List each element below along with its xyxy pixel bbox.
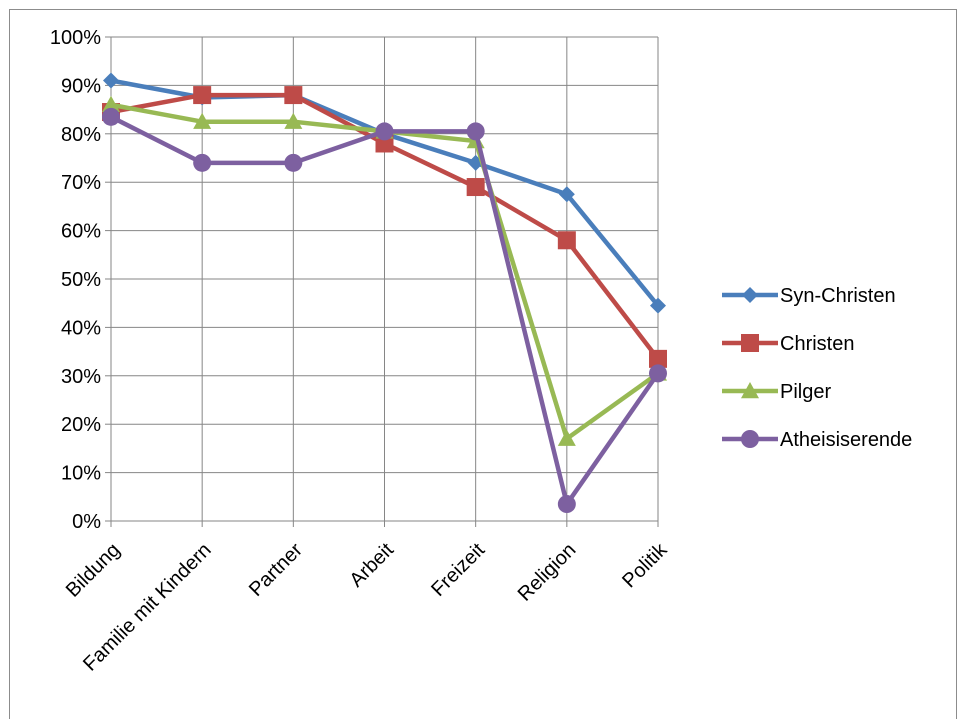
legend-marker xyxy=(741,382,759,399)
y-tick-label: 50% xyxy=(61,269,101,291)
legend-label: Atheisiserende xyxy=(780,429,912,451)
data-point xyxy=(284,112,303,129)
y-tick-label: 20% xyxy=(61,414,101,436)
grid-lines xyxy=(110,36,659,522)
x-tick-label: Arbeit xyxy=(346,539,399,592)
data-point xyxy=(193,153,212,172)
legend-marker xyxy=(741,430,759,448)
data-point xyxy=(557,231,576,250)
legend-marker xyxy=(741,334,759,352)
y-tick-label: 40% xyxy=(61,317,101,339)
data-point xyxy=(649,364,667,383)
legend: Syn-Christen Christen Pilger Atheisiserende xyxy=(722,285,912,451)
y-tick-label: 90% xyxy=(61,75,101,97)
data-point xyxy=(103,72,119,89)
y-tick-label: 60% xyxy=(61,221,101,243)
x-tick-label: Politik xyxy=(618,538,672,592)
data-point xyxy=(375,122,394,141)
series-lines xyxy=(102,72,667,514)
x-tick-label: Bildung xyxy=(62,539,125,602)
data-point xyxy=(102,107,120,126)
data-point xyxy=(284,153,303,172)
data-point xyxy=(193,112,212,129)
y-tick-label: 10% xyxy=(61,463,101,485)
y-tick-label: 70% xyxy=(61,172,101,194)
x-tick-label: Partner xyxy=(245,539,307,601)
y-tick-label: 80% xyxy=(61,124,101,146)
legend-label: Syn-Christen xyxy=(780,285,896,307)
x-tick-label: Religion xyxy=(514,539,581,606)
data-point xyxy=(466,122,485,141)
data-point xyxy=(558,186,575,203)
data-point xyxy=(466,178,485,197)
data-point xyxy=(650,297,666,314)
y-tick-label: 100% xyxy=(50,27,101,49)
y-tick-label: 30% xyxy=(61,366,101,388)
data-point xyxy=(193,86,212,105)
legend-label: Pilger xyxy=(780,381,831,403)
data-point xyxy=(557,495,576,514)
y-tick-label: 0% xyxy=(72,511,101,533)
y-axis-tick-labels: 0% 10% 20% 30% 40% 50% 60% 70% 80% 90% 100% xyxy=(50,27,101,533)
data-point xyxy=(649,349,667,368)
x-tick-label: Freizeit xyxy=(427,539,489,601)
legend-marker xyxy=(742,287,758,303)
data-point xyxy=(284,86,303,105)
data-point xyxy=(102,95,120,112)
axes xyxy=(105,36,659,527)
legend-label: Christen xyxy=(780,333,854,355)
data-point xyxy=(557,429,576,446)
